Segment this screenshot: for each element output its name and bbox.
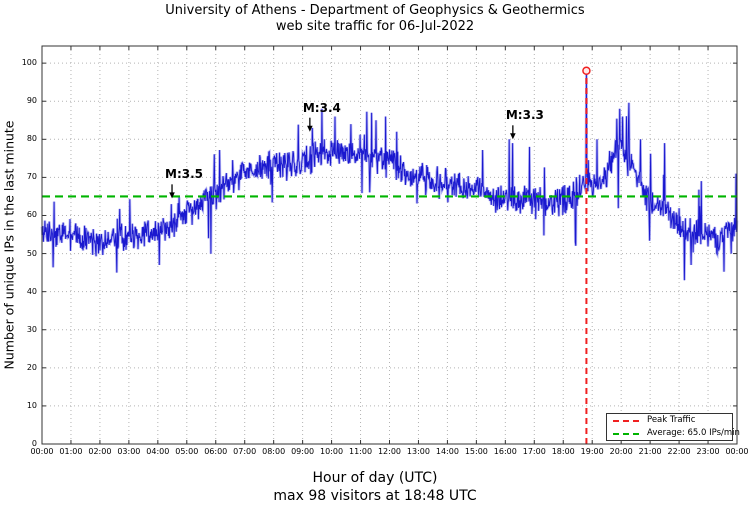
legend-item-average: Average: 65.0 IPs/min [613, 428, 740, 439]
x-tick-label: 20:00 [609, 447, 633, 456]
annotation-label: M:3.5 [165, 167, 204, 182]
y-tick-label: 60 [26, 210, 37, 220]
x-tick-label: 10:00 [320, 447, 344, 456]
annotation-arrowhead [510, 133, 516, 140]
x-tick-label: 00:00 [725, 447, 749, 456]
x-tick-label: 18:00 [551, 447, 575, 456]
x-tick-label: 02:00 [88, 447, 112, 456]
peak-marker [582, 66, 591, 76]
y-tick-label: 20 [26, 362, 37, 372]
plot-border [41, 45, 738, 445]
x-axis-note: max 98 visitors at 18:48 UTC [273, 488, 477, 504]
legend-label-peak: Peak Traffic [647, 415, 696, 425]
x-tick-label: 11:00 [349, 447, 373, 456]
x-tick-label: 23:00 [696, 447, 720, 456]
x-axis-label: Hour of day (UTC) [312, 470, 438, 486]
traffic-line [41, 70, 738, 281]
x-tick-label: 13:00 [406, 447, 430, 456]
y-tick-label: 40 [26, 286, 37, 296]
y-tick-label: 80 [26, 134, 37, 144]
y-tick-label: 0 [31, 439, 37, 448]
x-tick-label: 19:00 [580, 447, 604, 456]
y-tick-label: 50 [26, 248, 37, 258]
chart-subtitle: web site traffic for 06-Jul-2022 [275, 19, 475, 34]
legend: Peak Traffic Average: 65.0 IPs/min [606, 413, 740, 441]
annotation-arrowhead [307, 125, 313, 132]
x-tick-label: 06:00 [204, 447, 228, 456]
annotation-label: M:3.3 [505, 108, 544, 123]
x-tick-label: 00:00 [30, 447, 54, 456]
y-tick-label: 30 [26, 324, 37, 334]
peak-line-sample [613, 419, 641, 422]
x-tick-label: 15:00 [464, 447, 488, 456]
annotation-arrowhead [169, 192, 175, 199]
legend-label-average: Average: 65.0 IPs/min [647, 428, 740, 438]
x-tick-label: 21:00 [638, 447, 662, 456]
annotation-label: M:3.4 [302, 100, 341, 115]
x-tick-label: 16:00 [493, 447, 517, 456]
x-tick-label: 22:00 [667, 447, 691, 456]
x-tick-label: 04:00 [146, 447, 170, 456]
x-tick-label: 07:00 [233, 447, 257, 456]
x-tick-label: 08:00 [262, 447, 286, 456]
y-tick-label: 70 [26, 172, 37, 182]
x-tick-label: 17:00 [522, 447, 546, 456]
x-tick-label: 12:00 [377, 447, 402, 456]
x-tick-label: 01:00 [59, 447, 83, 456]
y-tick-label: 10 [26, 400, 37, 410]
legend-item-peak: Peak Traffic [613, 415, 732, 426]
y-tick-label: 90 [26, 96, 37, 106]
x-tick-label: 03:00 [117, 447, 141, 456]
y-tick-label: 100 [21, 58, 37, 68]
chart-title: University of Athens - Department of Geo… [165, 3, 585, 18]
x-tick-label: 14:00 [435, 447, 459, 456]
average-line-sample [613, 432, 641, 435]
x-tick-label: 09:00 [291, 447, 315, 456]
x-tick-label: 05:00 [175, 447, 199, 456]
